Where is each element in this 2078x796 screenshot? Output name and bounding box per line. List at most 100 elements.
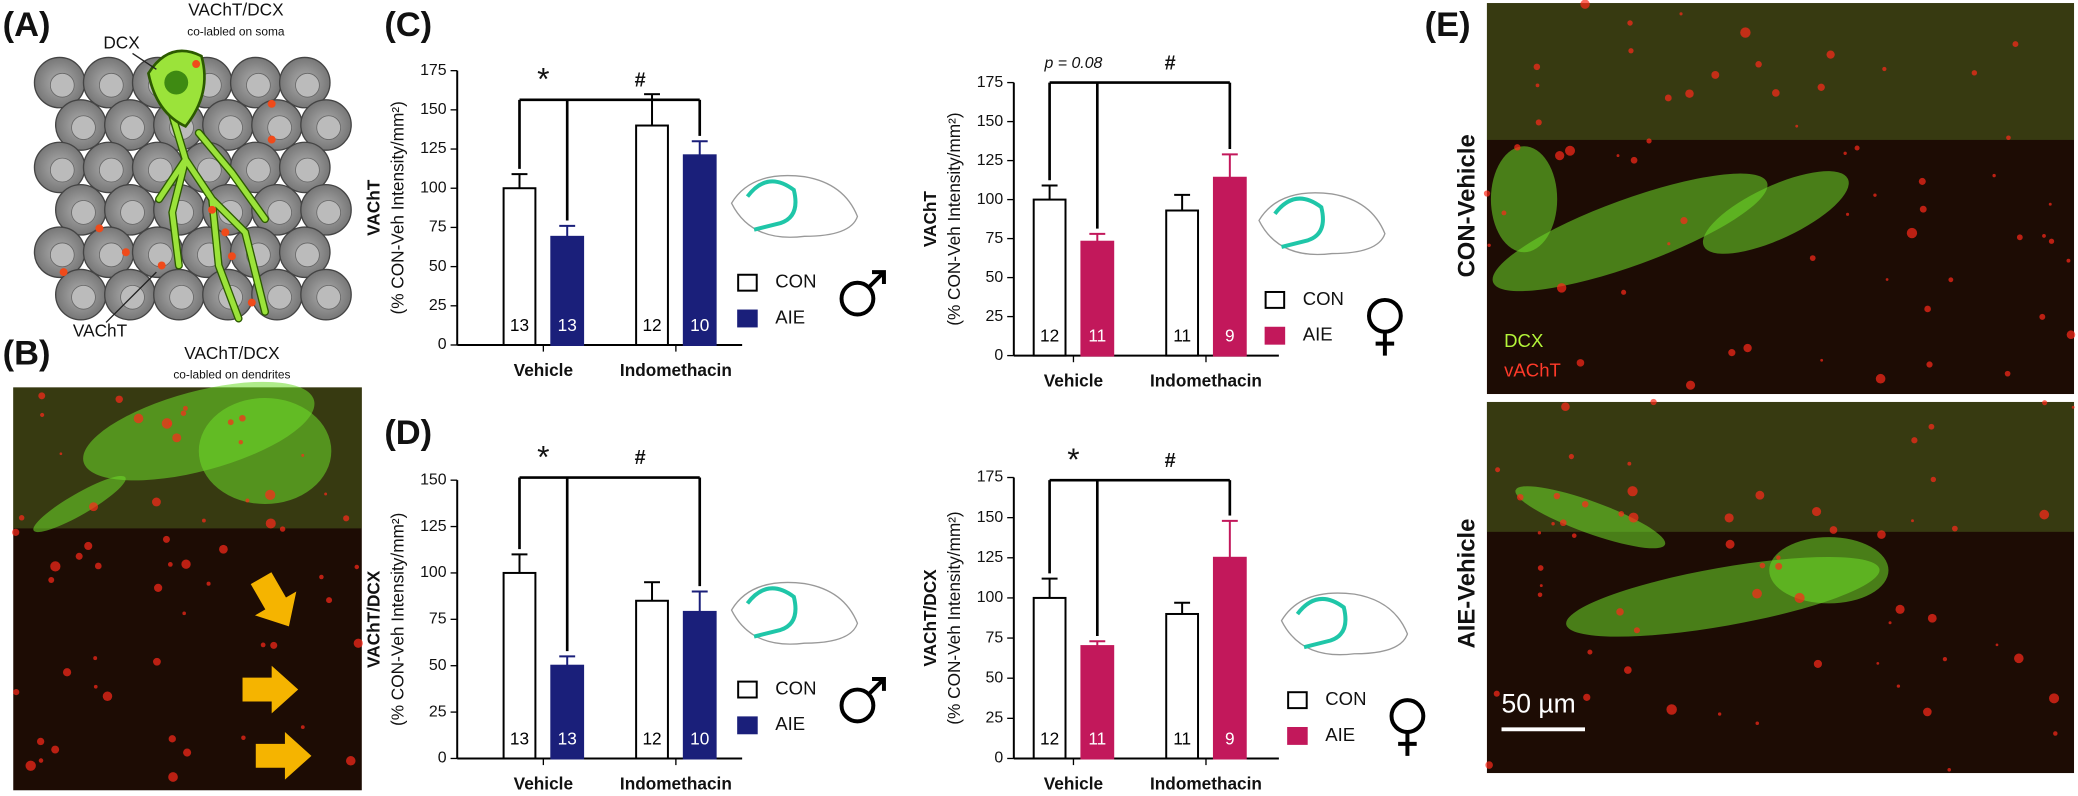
- y-tick-label: 25: [986, 308, 1004, 325]
- nucleus: [295, 242, 320, 268]
- stain-vacht: [1576, 359, 1585, 367]
- stain-label: DCX: [1504, 330, 1543, 351]
- stain-vacht: [1930, 476, 1937, 483]
- stain-vacht: [1624, 666, 1632, 674]
- stain-vacht: [1646, 138, 1652, 144]
- n-label: 13: [558, 728, 577, 748]
- stain-vacht: [1568, 453, 1575, 460]
- stain-dcx: [198, 398, 332, 505]
- stain-vacht: [219, 544, 228, 554]
- bar: [1080, 240, 1115, 357]
- stain-vacht: [51, 745, 60, 754]
- stain-vacht: [301, 453, 305, 457]
- label: co-labled on dendrites: [173, 368, 290, 382]
- stain-vacht: [168, 772, 178, 782]
- stain-vacht: [1495, 467, 1501, 473]
- neuron-dendrites: [156, 103, 268, 322]
- panel-label: (A): [3, 6, 51, 44]
- stain-vacht: [2014, 653, 2024, 664]
- bar: [635, 599, 669, 760]
- stain-vacht: [182, 611, 186, 616]
- stain-vacht: [1535, 119, 1542, 126]
- y-tick-label: 150: [420, 471, 447, 488]
- nucleus: [120, 284, 145, 310]
- legend-swatch: [737, 680, 758, 699]
- y-tick-label: 75: [429, 219, 447, 236]
- stain-vacht: [1561, 402, 1570, 411]
- stain-vacht: [1559, 519, 1567, 527]
- stain-vacht: [1926, 361, 1933, 368]
- stain-vacht: [1616, 154, 1620, 158]
- y-tick-label: 0: [438, 750, 447, 767]
- stain-vacht: [265, 518, 276, 529]
- nucleus: [169, 284, 194, 310]
- nucleus: [246, 72, 271, 98]
- stain-dcx: [1490, 146, 1558, 253]
- stain-vacht: [1948, 277, 1954, 283]
- nucleus: [246, 157, 271, 183]
- stain-vacht: [1752, 588, 1762, 599]
- puncta: [267, 135, 276, 144]
- stain-vacht: [2012, 41, 2019, 47]
- nucleus: [71, 200, 96, 225]
- stain-vacht: [1618, 510, 1625, 517]
- stain-vacht: [1485, 761, 1493, 769]
- stain-vacht: [1911, 437, 1918, 444]
- bar: [502, 571, 537, 760]
- stain-dcx: [33, 475, 126, 533]
- stain-vacht: [2049, 693, 2060, 704]
- legend-label: CON: [775, 271, 816, 292]
- legend-label: AIE: [1325, 724, 1355, 745]
- n-label: 12: [1040, 728, 1059, 748]
- stain-vacht: [153, 657, 161, 666]
- y-tick-label: 50: [429, 657, 447, 674]
- arrow: [250, 572, 297, 627]
- stain-vacht: [180, 410, 187, 416]
- nucleus: [164, 70, 189, 95]
- legend-label: CON: [1303, 288, 1344, 309]
- stain-vacht: [2006, 135, 2011, 141]
- pointer: [105, 271, 157, 323]
- y-tick-label: 100: [977, 191, 1004, 208]
- y-tick-label: 175: [977, 469, 1004, 486]
- bar: [1165, 612, 1200, 760]
- stain-vacht: [260, 642, 266, 648]
- legend-swatch: [1287, 726, 1308, 745]
- y-tick-label: 25: [986, 710, 1004, 727]
- n-label: 9: [1225, 728, 1235, 748]
- n-label: 12: [1040, 326, 1059, 346]
- annotation: #: [1165, 450, 1176, 472]
- micrograph-tint: [1486, 3, 2075, 140]
- y-title: VAChT: [364, 179, 384, 236]
- nucleus: [98, 242, 124, 268]
- stain-vacht: [1533, 63, 1541, 71]
- stain-vacht: [1667, 242, 1671, 246]
- y-tick-label: 150: [977, 113, 1004, 130]
- stain-vacht: [1627, 486, 1638, 497]
- stain-vacht: [1556, 283, 1567, 293]
- stain-vacht: [59, 452, 63, 456]
- n-label: 13: [510, 315, 529, 335]
- stain-vacht: [1992, 173, 1996, 178]
- stain-vacht: [1755, 721, 1760, 725]
- stain-vacht: [89, 502, 98, 512]
- stain-vacht: [1817, 83, 1825, 91]
- label: co-labled on soma: [187, 24, 285, 38]
- puncta: [208, 205, 217, 214]
- sex-symbol: [1398, 731, 1417, 756]
- nucleus: [267, 200, 292, 225]
- brain-icon: [1280, 592, 1409, 656]
- stain-vacht: [38, 758, 44, 763]
- stain-dcx: [1769, 537, 1889, 604]
- stain-vacht: [168, 735, 176, 743]
- stain-vacht: [40, 412, 45, 418]
- y-label: (% CON-Veh Intensity/mm²): [387, 101, 407, 314]
- stain-vacht: [1679, 12, 1683, 16]
- stain-vacht: [154, 583, 163, 593]
- stain-vacht: [1516, 493, 1524, 501]
- legend-swatch: [1264, 290, 1286, 309]
- stain-vacht: [1809, 255, 1816, 261]
- stain-vacht: [75, 552, 83, 560]
- annotation: #: [635, 447, 646, 469]
